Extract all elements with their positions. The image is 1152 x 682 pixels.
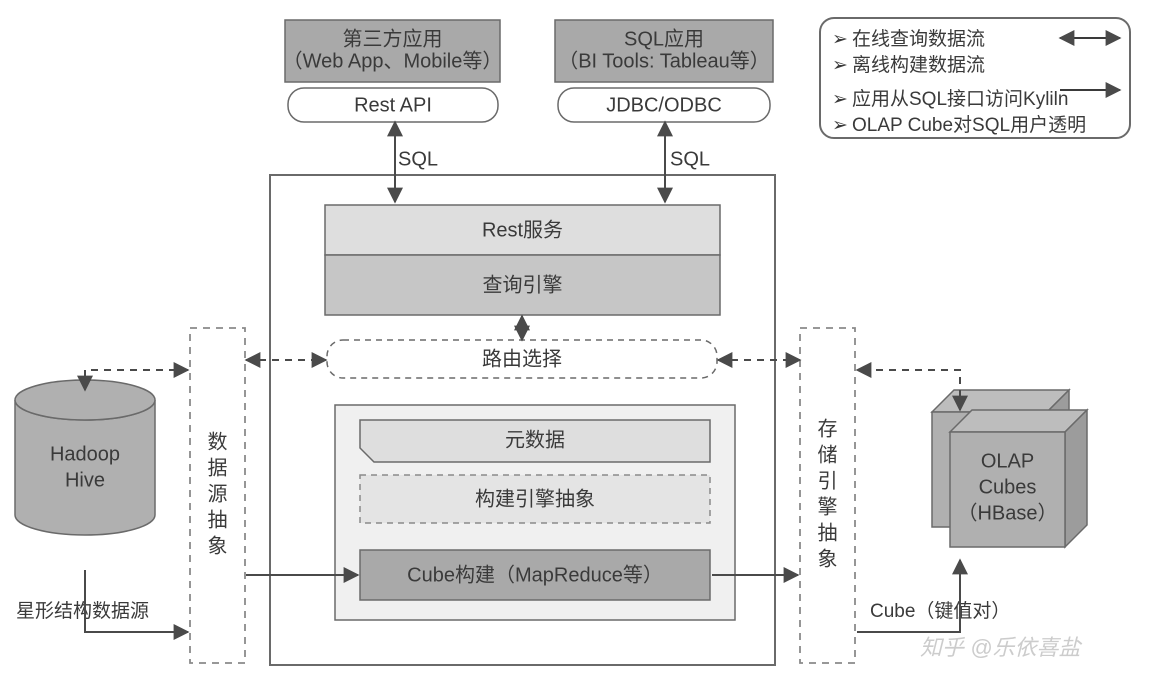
build-abs-label: 构建引擎抽象 bbox=[475, 487, 595, 510]
ds_abs_box-char: 数 bbox=[208, 431, 228, 454]
star_label: 星形结构数据源 bbox=[16, 600, 149, 622]
rest_service-label: Rest服务 bbox=[482, 218, 563, 241]
cube_kv_label: Cube（键值对） bbox=[870, 600, 1010, 622]
legend-item-text: 离线构建数据流 bbox=[852, 54, 985, 76]
legend-item-text: 在线查询数据流 bbox=[852, 28, 985, 50]
route-label: 路由选择 bbox=[482, 347, 562, 370]
ds_abs_box-char: 象 bbox=[208, 535, 228, 558]
rest_api-label: Rest API bbox=[354, 94, 432, 116]
cube_build-label: Cube构建（MapReduce等） bbox=[407, 563, 663, 586]
third_party-label: 第三方应用 bbox=[343, 27, 443, 50]
metadata-label: 元数据 bbox=[505, 428, 565, 451]
hadoop-label: Hadoop bbox=[50, 443, 120, 465]
legend-bullet: ➢ bbox=[832, 55, 848, 76]
store_abs_box-char: 象 bbox=[818, 548, 838, 571]
olap-label: Cubes bbox=[979, 476, 1037, 498]
store_abs_box-char: 储 bbox=[818, 444, 838, 467]
olap-label: OLAP bbox=[981, 450, 1034, 472]
ds_abs_box-char: 抽 bbox=[208, 509, 228, 532]
sql_app-label: SQL应用 bbox=[624, 27, 704, 50]
ds_abs_box-char: 源 bbox=[208, 483, 228, 506]
legend-item-text: OLAP Cube对SQL用户透明 bbox=[852, 114, 1086, 136]
legend-bullet: ➢ bbox=[832, 29, 848, 50]
legend-bullet: ➢ bbox=[832, 89, 848, 110]
third_party-label: （Web App、Mobile等） bbox=[283, 49, 503, 72]
store_abs_box-char: 抽 bbox=[818, 522, 838, 545]
store_abs_box-char: 引 bbox=[818, 470, 838, 493]
store_abs_box-box bbox=[800, 328, 855, 663]
legend-bullet: ➢ bbox=[832, 115, 848, 136]
store_abs_box-char: 擎 bbox=[818, 496, 838, 519]
hadoop-label: Hive bbox=[65, 469, 105, 491]
sql_label_right: SQL bbox=[670, 148, 710, 170]
olap-cube-front-side bbox=[1065, 410, 1087, 547]
query_engine-label: 查询引擎 bbox=[483, 273, 563, 296]
sql_app-label: （BI Tools: Tableau等） bbox=[558, 49, 770, 72]
watermark: 知乎 @乐依喜盐 bbox=[920, 635, 1082, 660]
sql_label_left: SQL bbox=[398, 148, 438, 170]
olap-cube-back-top bbox=[932, 390, 1069, 412]
jdbc-label: JDBC/ODBC bbox=[606, 94, 722, 116]
ds_abs_box-char: 据 bbox=[208, 457, 228, 480]
olap-label: （HBase） bbox=[957, 501, 1057, 524]
olap-cube-front-top bbox=[950, 410, 1087, 432]
store_abs_box-char: 存 bbox=[818, 418, 838, 441]
legend-item-text: 应用从SQL接口访问Kyliln bbox=[852, 88, 1068, 110]
